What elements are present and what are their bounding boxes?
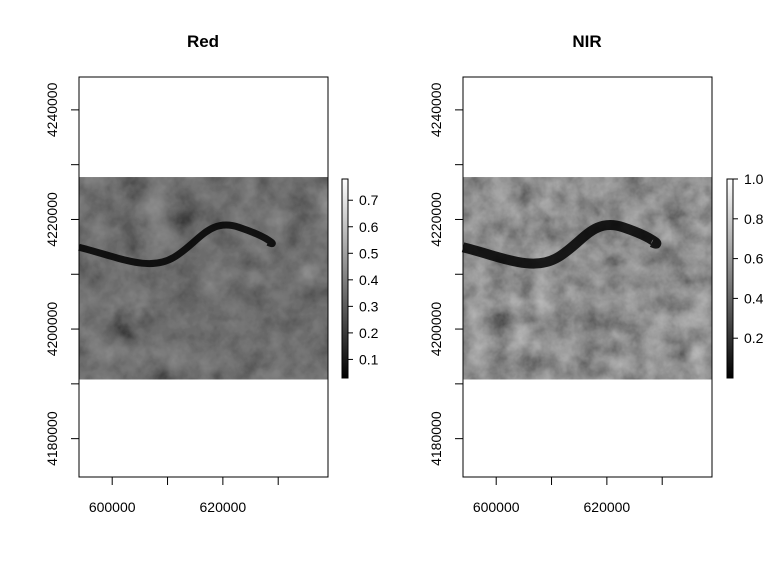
colorbar-tick-label: 0.4: [359, 272, 379, 288]
x-tick-label: 620000: [584, 499, 631, 515]
x-tick-label: 600000: [89, 499, 136, 515]
colorbar-tick-label: 0.1: [359, 351, 379, 367]
colorbar: 0.2 0.4 0.6 0.8 1.0: [726, 171, 764, 379]
raster-image: [463, 177, 712, 380]
panel-red: Red 600000 620000 4180000 4200000 4220000 424…: [44, 32, 379, 515]
colorbar-tick-label: 0.4: [744, 290, 764, 306]
river-feature: [78, 221, 276, 268]
colorbar-tick-label: 0.3: [359, 298, 379, 314]
colorbar-tick-label: 0.6: [744, 251, 764, 267]
y-tick-label: 4240000: [428, 82, 444, 137]
raster-plot-area: 600000 620000 4180000 4200000 4220000 4240000: [428, 76, 713, 515]
raster-image: [79, 177, 328, 380]
x-tick-label: 620000: [200, 499, 247, 515]
panel-title: Red: [187, 32, 219, 51]
colorbar-frame: [726, 178, 734, 379]
y-tick-label: 4220000: [428, 192, 444, 247]
y-tick-label: 4200000: [428, 302, 444, 357]
colorbar: 0.1 0.2 0.3 0.4 0.5 0.6 0.7: [341, 178, 379, 379]
y-tick-label: 4220000: [44, 192, 60, 247]
colorbar-tick-label: 0.6: [359, 219, 379, 235]
colorbar-tick-label: 0.2: [744, 330, 764, 346]
colorbar-tick-label: 1.0: [744, 171, 764, 187]
colorbar-frame: [341, 178, 349, 379]
colorbar-tick-label: 0.2: [359, 325, 379, 341]
y-tick-label: 4180000: [428, 411, 444, 466]
plot-frame: [462, 76, 713, 478]
river-feature: [461, 220, 662, 269]
colorbar-tick-label: 0.5: [359, 245, 379, 261]
colorbar-gradient: [727, 179, 733, 378]
x-tick-label: 600000: [473, 499, 520, 515]
y-tick-label: 4180000: [44, 411, 60, 466]
colorbar-gradient: [342, 179, 348, 378]
y-tick-label: 4240000: [44, 82, 60, 137]
panel-nir: NIR 600000 620000 4180000 4200000 4220000 424…: [428, 32, 764, 515]
raster-plot-area: 600000 620000 4180000 4200000 4220000 4240000: [44, 76, 329, 515]
colorbar-tick-label: 0.7: [359, 192, 379, 208]
y-tick-label: 4200000: [44, 302, 60, 357]
plot-frame: [78, 76, 329, 478]
panel-title: NIR: [572, 32, 601, 51]
colorbar-tick-label: 0.8: [744, 211, 764, 227]
